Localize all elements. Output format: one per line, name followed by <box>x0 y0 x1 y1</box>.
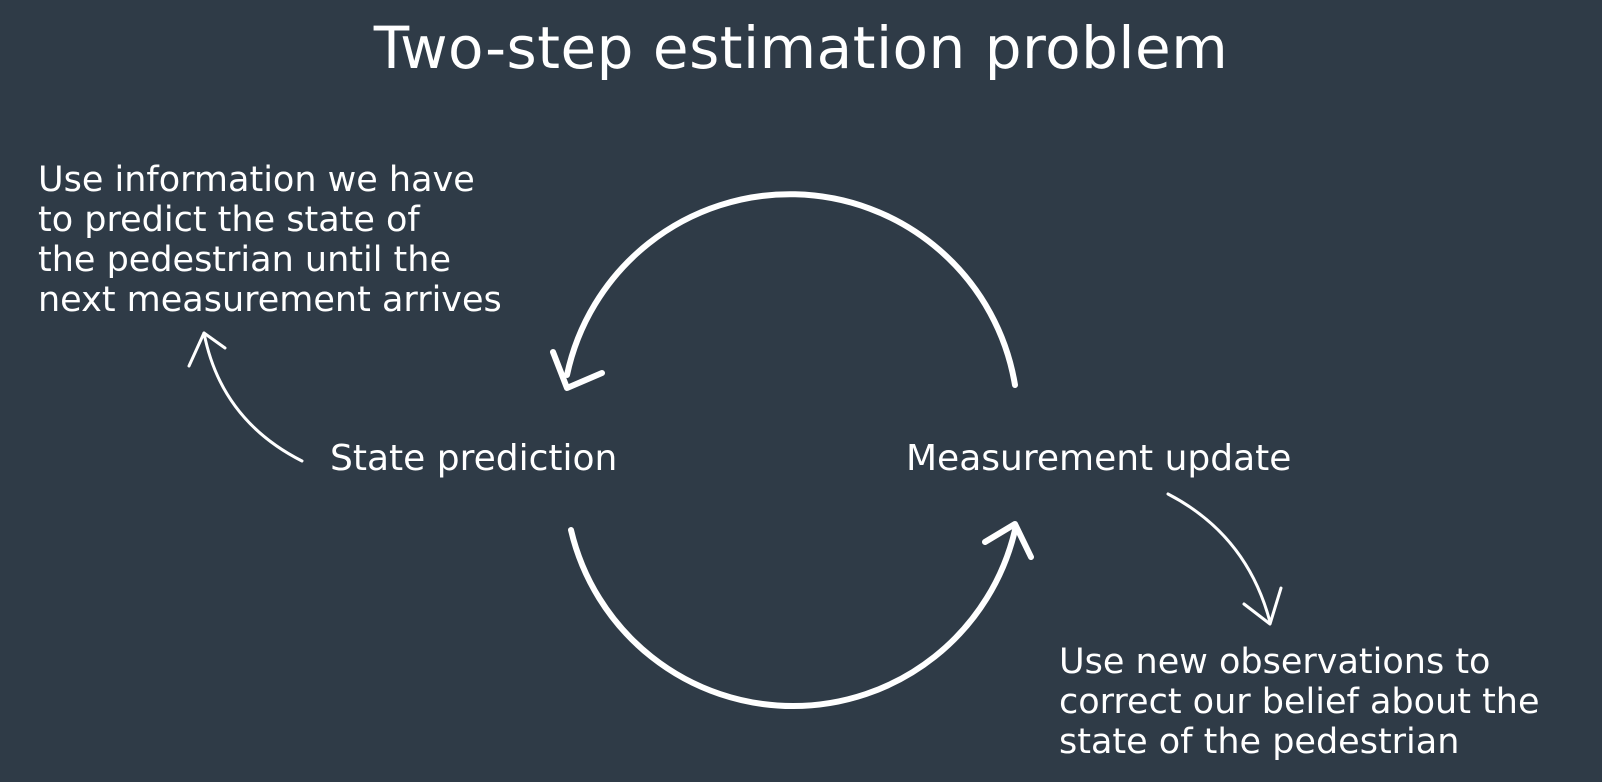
description-line: state of the pedestrian <box>1059 722 1460 762</box>
prediction-to-update-arrow <box>568 527 1018 709</box>
description-line: correct our belief about the <box>1059 682 1540 722</box>
description-line: to predict the state of <box>38 200 420 240</box>
state-prediction-label: State prediction <box>330 438 618 479</box>
description-line: Use information we have <box>38 160 475 200</box>
measurement-update-label: Measurement update <box>906 438 1292 479</box>
slide-title: Two-step estimation problem <box>373 14 1229 82</box>
prediction-description-arrow <box>202 331 304 463</box>
prediction-description-arrowhead <box>187 331 227 368</box>
update-description-arrowhead <box>1242 586 1283 626</box>
description-line: next measurement arrives <box>38 280 502 320</box>
update-to-prediction-arrowhead <box>550 349 605 391</box>
description-line: Use new observations to <box>1059 642 1491 682</box>
measurement-update-description: Use new observations to correct our beli… <box>1059 642 1540 762</box>
update-description-arrow <box>1166 492 1272 624</box>
state-prediction-description: Use information we have to predict the s… <box>38 160 502 320</box>
description-line: the pedestrian until the <box>38 240 451 280</box>
update-to-prediction-arrow <box>564 191 1018 388</box>
prediction-to-update-arrowhead <box>982 521 1034 560</box>
